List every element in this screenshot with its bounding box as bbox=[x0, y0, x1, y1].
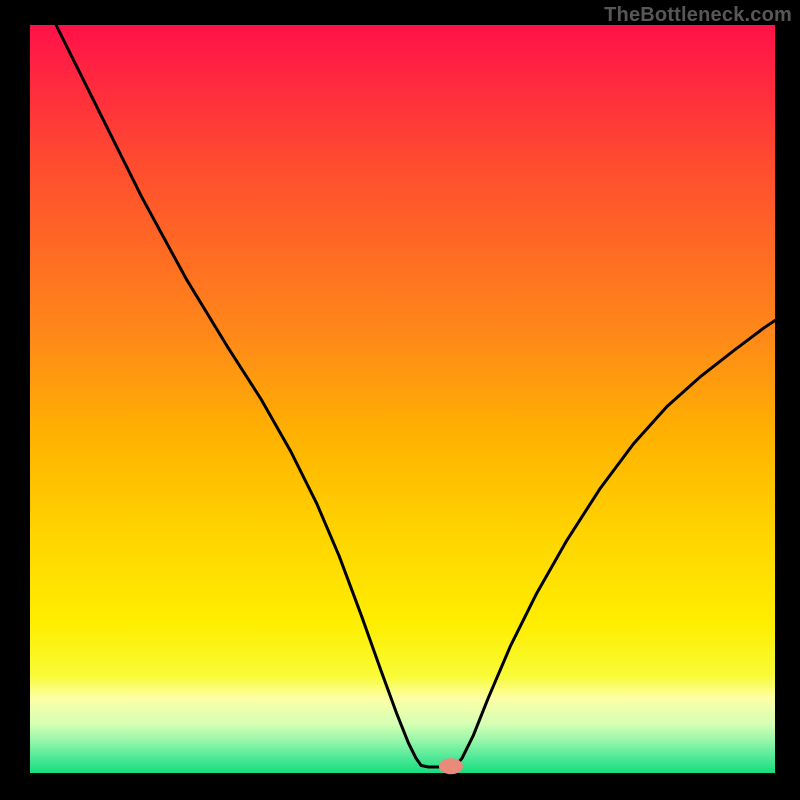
optimal-point-marker bbox=[439, 758, 463, 774]
chart-stage: TheBottleneck.com bbox=[0, 0, 800, 800]
watermark-text: TheBottleneck.com bbox=[604, 4, 792, 27]
bottleneck-chart bbox=[0, 0, 800, 800]
gradient-background bbox=[30, 25, 775, 773]
